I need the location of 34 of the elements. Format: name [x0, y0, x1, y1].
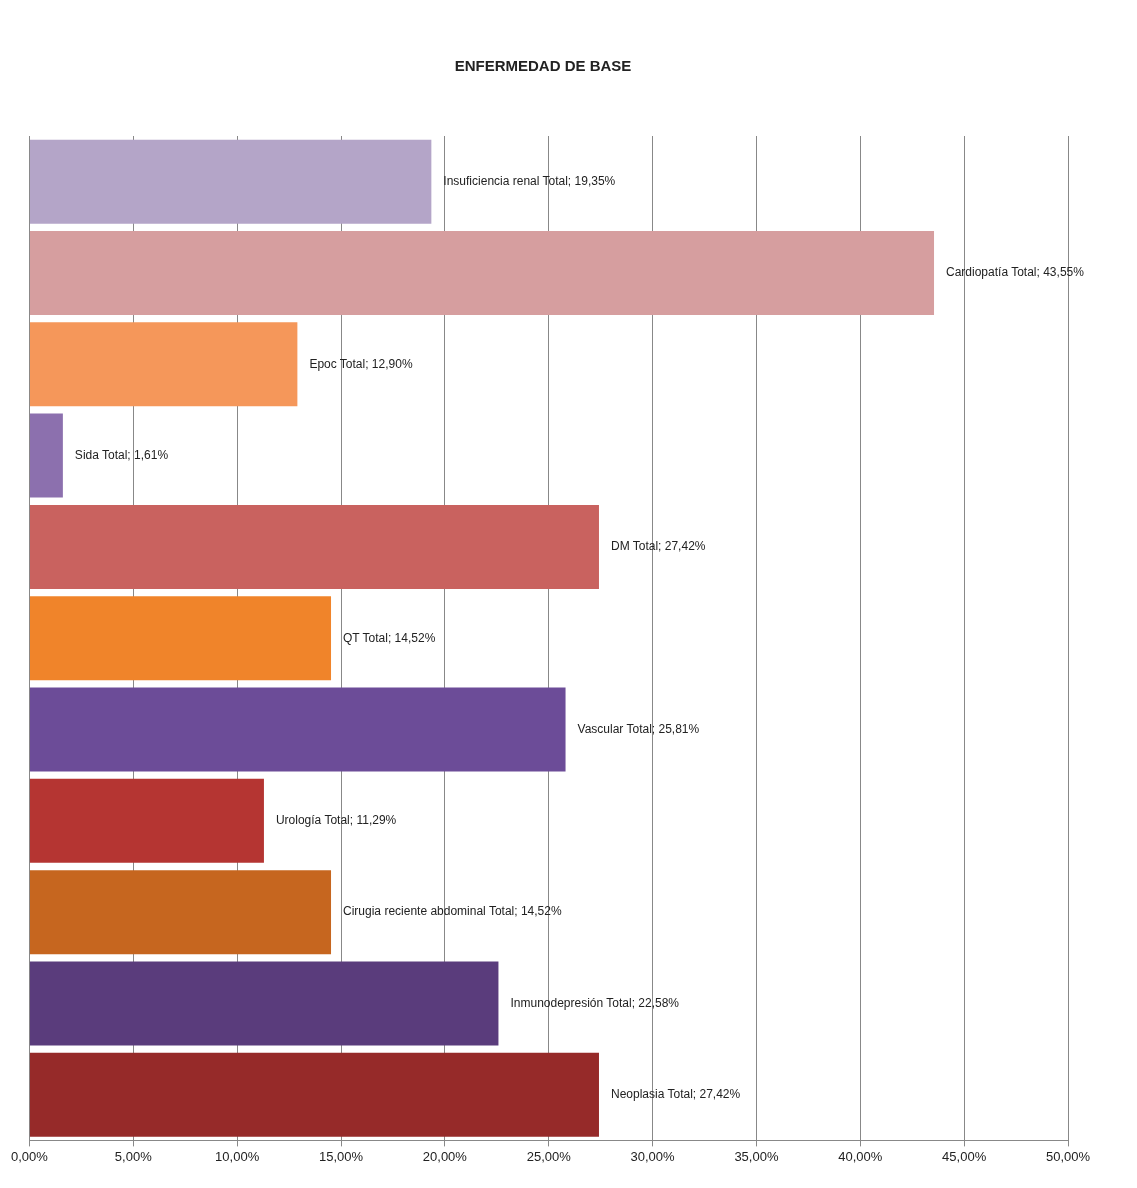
bar — [29, 230, 935, 315]
bar — [29, 778, 264, 863]
bar — [29, 413, 63, 498]
x-tick-label: 15,00% — [318, 1148, 364, 1164]
x-tick-label: 35,00% — [734, 1148, 779, 1164]
data-label: Urología Total; 11,29% — [275, 813, 397, 828]
x-tick-label: 40,00% — [838, 1148, 883, 1164]
x-tick-label: 10,00% — [215, 1148, 260, 1164]
bar — [29, 870, 332, 955]
x-tick-label: 5,00% — [114, 1148, 153, 1164]
chart-title: ENFERMEDAD DE BASE — [454, 57, 632, 75]
x-tick-label: 45,00% — [942, 1148, 987, 1164]
data-label: Cardiopatía Total; 43,55% — [946, 265, 1085, 280]
data-label: Inmunodepresión Total; 22,58% — [510, 995, 680, 1010]
data-label: Sida Total; 1,61% — [74, 447, 169, 462]
x-tick-label: 30,00% — [630, 1148, 676, 1164]
bar — [29, 504, 599, 589]
x-tick-label: 50,00% — [1045, 1148, 1091, 1164]
bar — [29, 1052, 599, 1137]
data-label: Cirugia reciente abdominal Total; 14,52% — [343, 904, 562, 919]
bar — [29, 687, 566, 772]
x-tick-label: 0,00% — [10, 1148, 49, 1164]
data-label: Epoc Total; 12,90% — [309, 356, 413, 371]
data-label: QT Total; 14,52% — [343, 630, 436, 645]
data-label: Vascular Total; 25,81% — [577, 721, 700, 736]
data-label: Insuficiencia renal Total; 19,35% — [443, 173, 616, 188]
data-label: Neoplasia Total; 27,42% — [610, 1087, 741, 1102]
bar — [29, 139, 432, 224]
x-tick-label: 25,00% — [526, 1148, 572, 1164]
data-label: DM Total; 27,42% — [610, 539, 706, 554]
bar — [29, 322, 298, 407]
bar — [29, 596, 332, 681]
bar — [29, 961, 499, 1046]
x-tick-label: 20,00% — [422, 1148, 468, 1164]
